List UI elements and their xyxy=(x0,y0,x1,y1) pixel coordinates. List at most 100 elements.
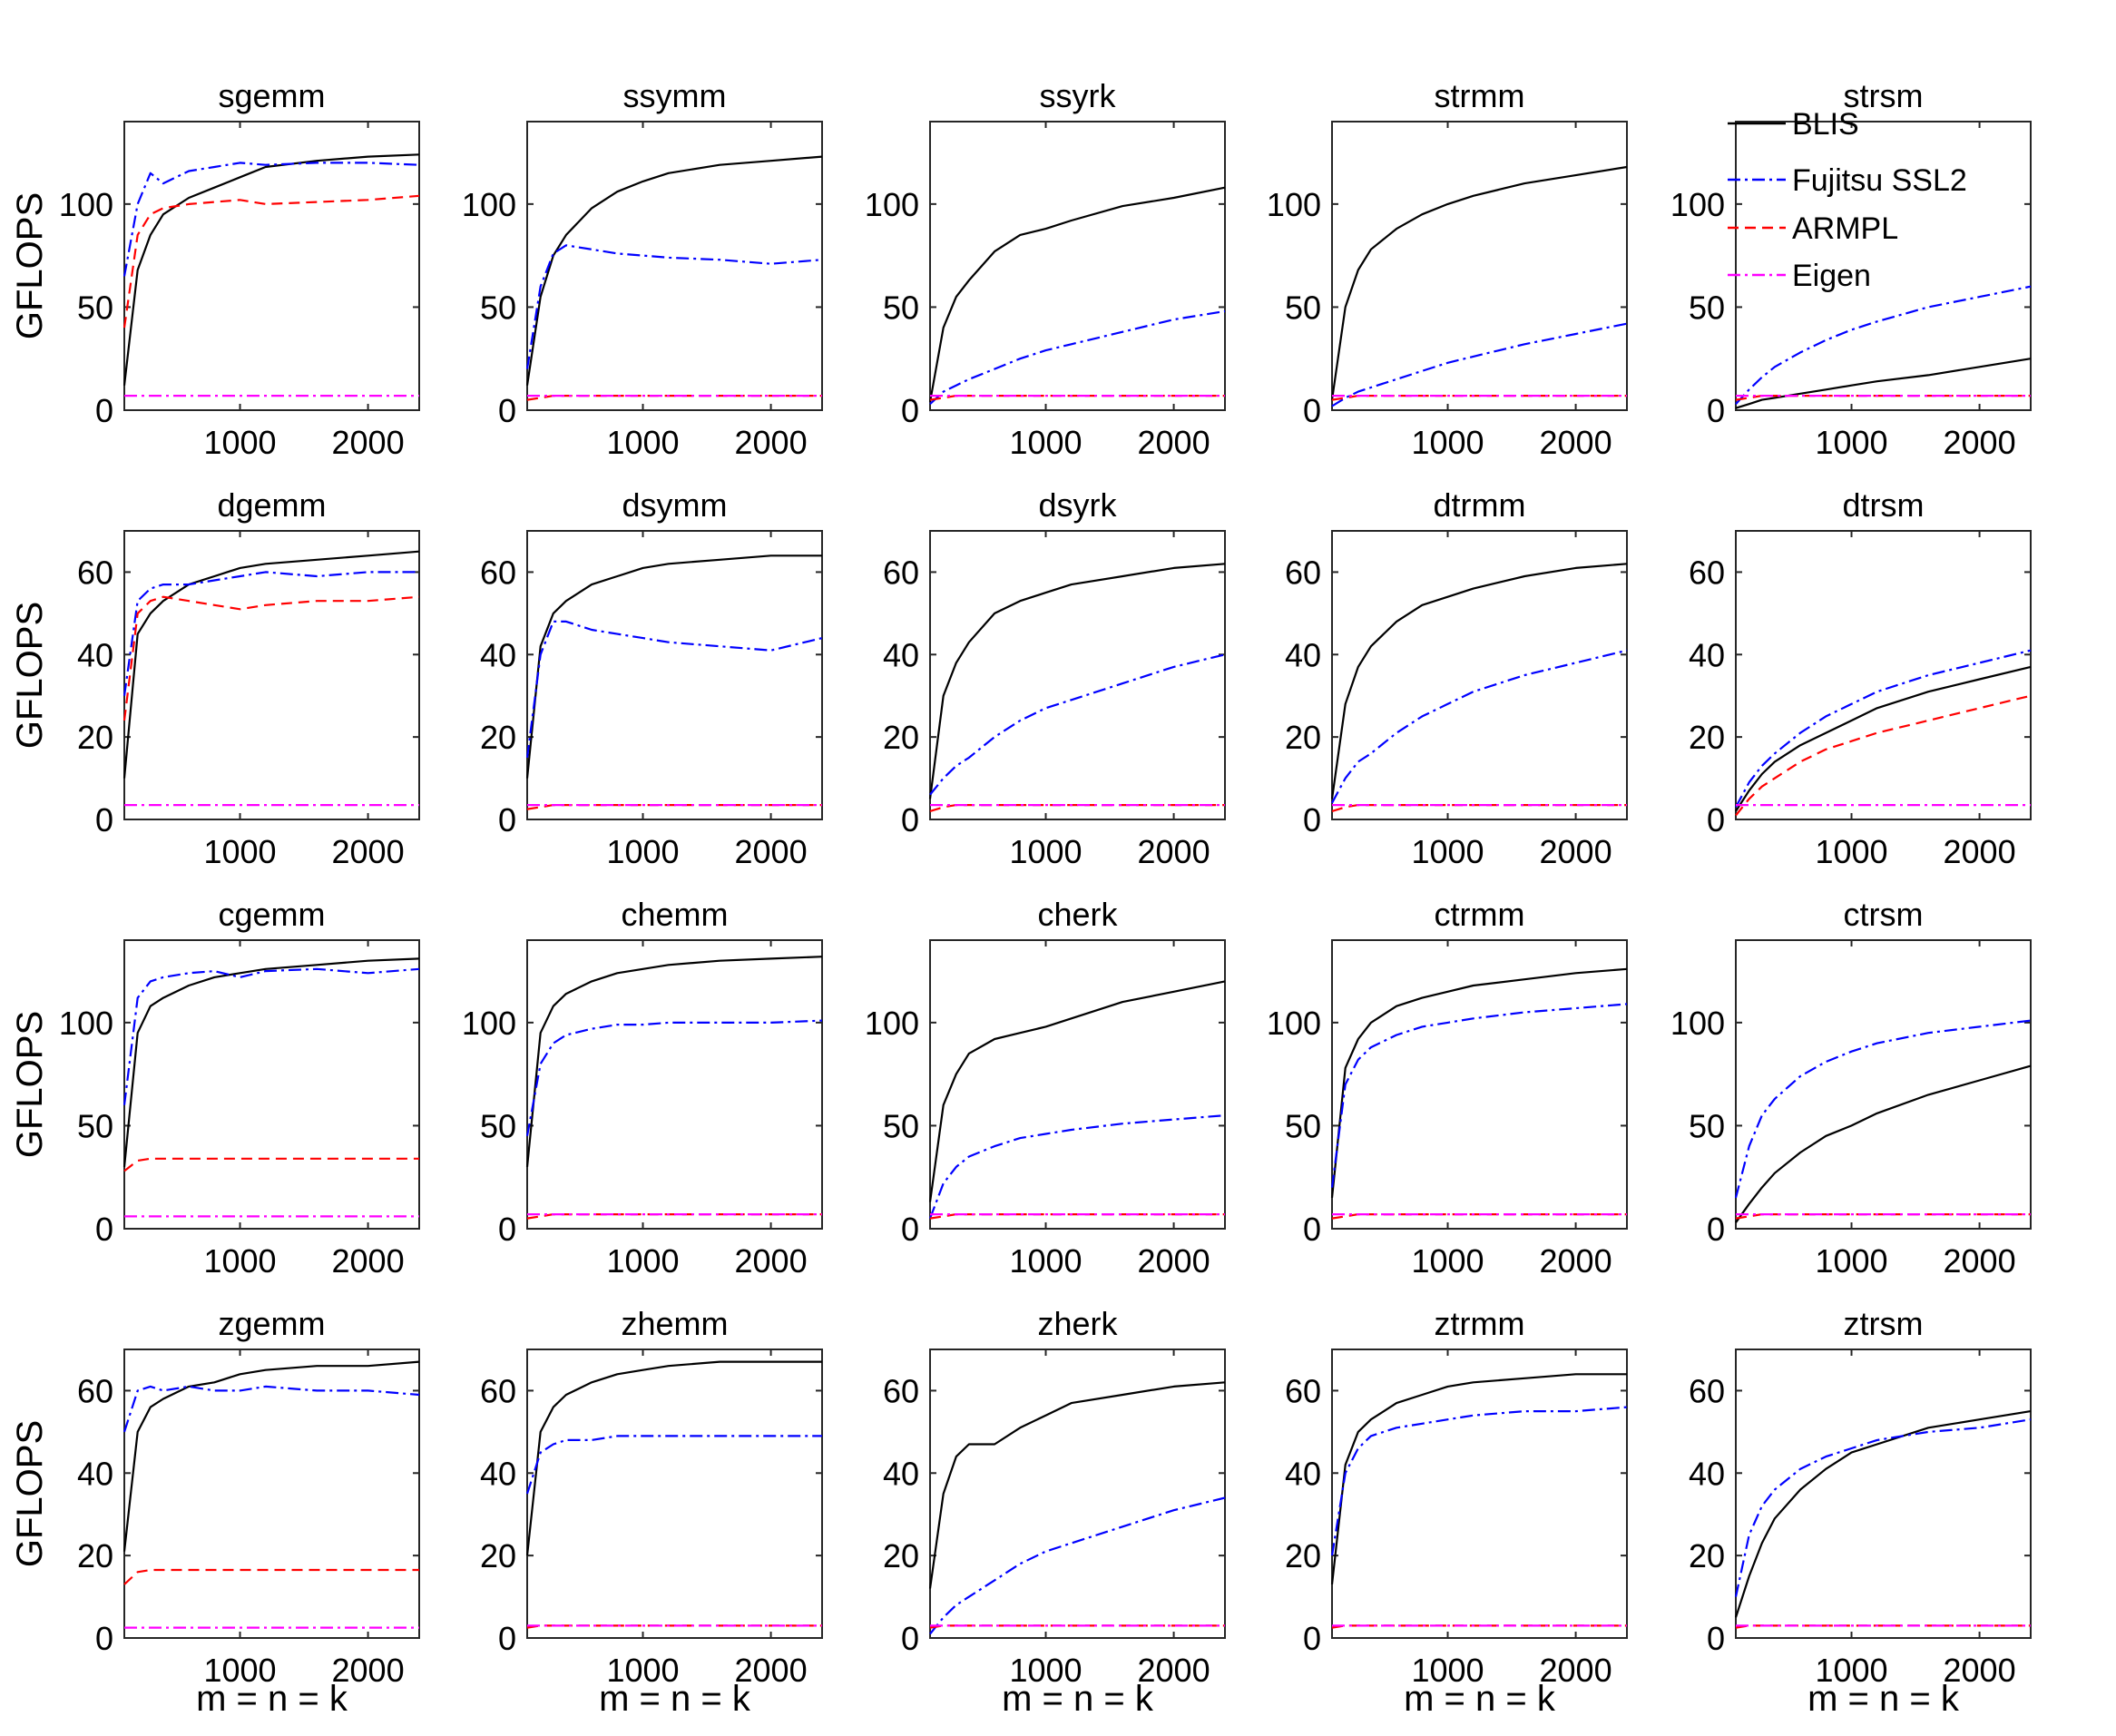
plot-frame xyxy=(526,530,823,820)
y-tick-label: 40 xyxy=(77,636,113,673)
y-tick-label: 40 xyxy=(1689,1455,1725,1492)
panel-title: dtrsm xyxy=(1843,486,1925,524)
panel-dtrsm: dtrsm 0 20 40 60 1000 2000 xyxy=(1689,486,2032,870)
series-line-blis xyxy=(525,1360,822,1556)
legend-label-blis: BLIS xyxy=(1792,107,1859,142)
panel-ctrsm: ctrsm 0 50 100 1000 2000 xyxy=(1670,896,2032,1280)
panel-title: cgemm xyxy=(218,896,325,933)
y-tick-label: 0 xyxy=(95,392,113,429)
panel-title: zherk xyxy=(1037,1305,1118,1342)
x-tick-label: 2000 xyxy=(1944,1652,2016,1689)
series-line-fujitsu-ssl2 xyxy=(1735,649,2032,808)
panel-title: dgemm xyxy=(217,486,326,524)
y-tick-label: 20 xyxy=(883,1537,919,1574)
y-tick-label: 60 xyxy=(1285,1372,1321,1409)
y-tick-label: 100 xyxy=(1267,186,1321,223)
panel-title: dsyrk xyxy=(1038,486,1117,524)
x-tick-label: 2000 xyxy=(1138,424,1210,461)
plot-frame xyxy=(526,939,823,1230)
legend-entry-fujitsu-ssl2: Fujitsu SSL2 xyxy=(1728,163,1967,198)
y-tick-label: 40 xyxy=(883,636,919,673)
x-tick-label: 1000 xyxy=(203,833,276,870)
series-line-fujitsu-ssl2 xyxy=(929,309,1226,406)
y-tick-label: 50 xyxy=(480,289,516,326)
panel-cherk: cherk 0 50 100 1000 2000 xyxy=(865,896,1226,1280)
x-tick-label: 1000 xyxy=(606,1652,679,1689)
y-tick-label: 0 xyxy=(901,1620,919,1657)
y-tick-label: 40 xyxy=(77,1455,113,1492)
x-tick-label: 2000 xyxy=(1540,1652,1612,1689)
x-tick-label: 1000 xyxy=(1009,1652,1082,1689)
y-tick-label: 40 xyxy=(480,1455,516,1492)
panel-dtrmm: dtrmm 0 20 40 60 1000 2000 xyxy=(1285,486,1628,870)
series-line-blis xyxy=(1735,665,2032,812)
series-line-fujitsu-ssl2 xyxy=(929,1496,1226,1635)
series-line-fujitsu-ssl2 xyxy=(1735,285,2032,405)
panel-title: zhemm xyxy=(621,1305,728,1342)
x-tick-label: 1000 xyxy=(1009,1242,1082,1280)
x-axis-label: m = n = k xyxy=(1807,1679,1960,1719)
panel-chemm: chemm 0 50 100 1000 2000 xyxy=(462,896,823,1280)
y-tick-label: 100 xyxy=(462,186,516,223)
y-tick-label: 50 xyxy=(883,289,919,326)
x-tick-label: 1000 xyxy=(606,1242,679,1280)
y-tick-label: 0 xyxy=(901,801,919,839)
x-tick-label: 1000 xyxy=(203,1652,276,1689)
panel-title: sgemm xyxy=(218,77,325,114)
x-tick-label: 1000 xyxy=(1009,833,1082,870)
series-line-blis xyxy=(928,980,1226,1202)
panel-title: chemm xyxy=(621,896,728,933)
x-tick-label: 2000 xyxy=(332,833,405,870)
panel-title: ssyrk xyxy=(1040,77,1117,114)
x-tick-label: 1000 xyxy=(1815,833,1887,870)
y-tick-label: 0 xyxy=(95,1620,113,1657)
y-tick-label: 0 xyxy=(498,801,516,839)
panel-ssymm: ssymm 0 50 100 1000 2000 xyxy=(462,77,823,461)
y-tick-label: 100 xyxy=(865,186,919,223)
y-tick-label: 50 xyxy=(1285,289,1321,326)
y-tick-label: 60 xyxy=(480,554,516,591)
y-tick-label: 20 xyxy=(1285,719,1321,756)
x-tick-label: 1000 xyxy=(1009,424,1082,461)
series-line-blis xyxy=(928,186,1226,403)
y-tick-label: 0 xyxy=(498,1620,516,1657)
panel-sgemm: sgemm 0 50 100 1000 2000 GFLOPS xyxy=(10,77,420,461)
y-tick-label: 50 xyxy=(1689,289,1725,326)
x-tick-label: 2000 xyxy=(332,1242,405,1280)
plot-frame xyxy=(1735,1349,2032,1639)
y-tick-label: 50 xyxy=(1689,1107,1725,1144)
y-tick-label: 100 xyxy=(1670,186,1725,223)
series-line-blis xyxy=(525,956,823,1168)
x-tick-label: 2000 xyxy=(1138,1242,1210,1280)
y-tick-label: 0 xyxy=(1303,1620,1321,1657)
panel-ctrmm: ctrmm 0 50 100 1000 2000 xyxy=(1267,896,1628,1280)
legend-entry-eigen: Eigen xyxy=(1728,259,1871,293)
series-line-armpl xyxy=(526,1212,822,1220)
legend-entry-armpl: ARMPL xyxy=(1728,211,1898,246)
y-tick-label: 60 xyxy=(883,1372,919,1409)
y-tick-label: 20 xyxy=(480,1537,516,1574)
panel-title: strsm xyxy=(1844,77,1924,114)
plot-frame xyxy=(1331,121,1628,411)
y-axis-label: GFLOPS xyxy=(10,602,50,749)
series-line-armpl xyxy=(929,1212,1225,1220)
plot-frame xyxy=(929,1349,1226,1639)
series-line-blis xyxy=(122,550,420,779)
x-tick-label: 2000 xyxy=(332,1652,405,1689)
plot-frame xyxy=(929,530,1226,820)
y-tick-label: 60 xyxy=(883,554,919,591)
y-tick-label: 40 xyxy=(883,1455,919,1492)
y-tick-label: 0 xyxy=(498,1211,516,1248)
panel-title: strmm xyxy=(1435,77,1525,114)
series-line-fujitsu-ssl2 xyxy=(1331,322,1628,407)
plot-frame xyxy=(1331,939,1628,1230)
series-line-blis xyxy=(122,1360,420,1552)
panel-strmm: strmm 0 50 100 1000 2000 xyxy=(1267,77,1628,461)
series-line-blis xyxy=(928,563,1226,799)
plot-frame xyxy=(929,939,1226,1230)
series-line-fujitsu-ssl2 xyxy=(525,244,823,369)
y-tick-label: 100 xyxy=(1267,1005,1321,1042)
legend-entry-blis: BLIS xyxy=(1728,107,1859,142)
legend-label-fujitsu-ssl2: Fujitsu SSL2 xyxy=(1792,163,1967,198)
plot-frame xyxy=(1331,530,1628,820)
